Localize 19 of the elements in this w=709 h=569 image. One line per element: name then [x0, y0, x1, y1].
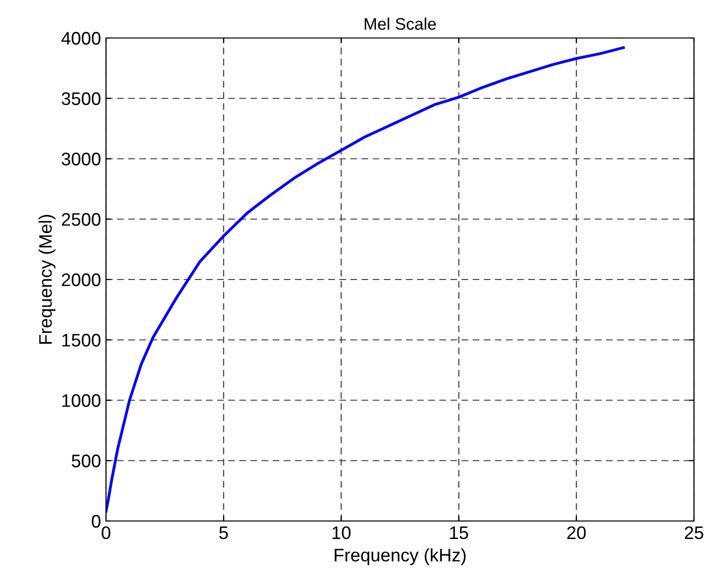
y-tick-label: 2000 — [62, 273, 100, 286]
x-tick-label: 25 — [684, 526, 704, 540]
x-tick-label: 10 — [332, 526, 351, 540]
chart-title: Mel Scale — [364, 18, 436, 30]
y-axis-title: Frequency (Mel) — [38, 214, 56, 344]
y-tick-label: 0 — [92, 514, 100, 528]
y-tick-label: 2500 — [62, 213, 100, 226]
x-axis-title: Frequency (kHz) — [334, 548, 466, 566]
y-tick-label: 3000 — [62, 152, 100, 166]
y-tick-label: 1500 — [62, 334, 100, 347]
y-tick-label: 1000 — [62, 394, 100, 407]
y-tick-label: 3500 — [62, 92, 100, 106]
x-tick-label: 5 — [219, 526, 228, 540]
x-tick-label: 15 — [450, 526, 468, 540]
x-tick-label: 20 — [567, 526, 586, 540]
line-series — [106, 46, 625, 513]
y-tick-label: 4000 — [61, 32, 100, 45]
x-tick-label: 0 — [102, 526, 110, 540]
y-tick-label: 500 — [72, 454, 100, 468]
